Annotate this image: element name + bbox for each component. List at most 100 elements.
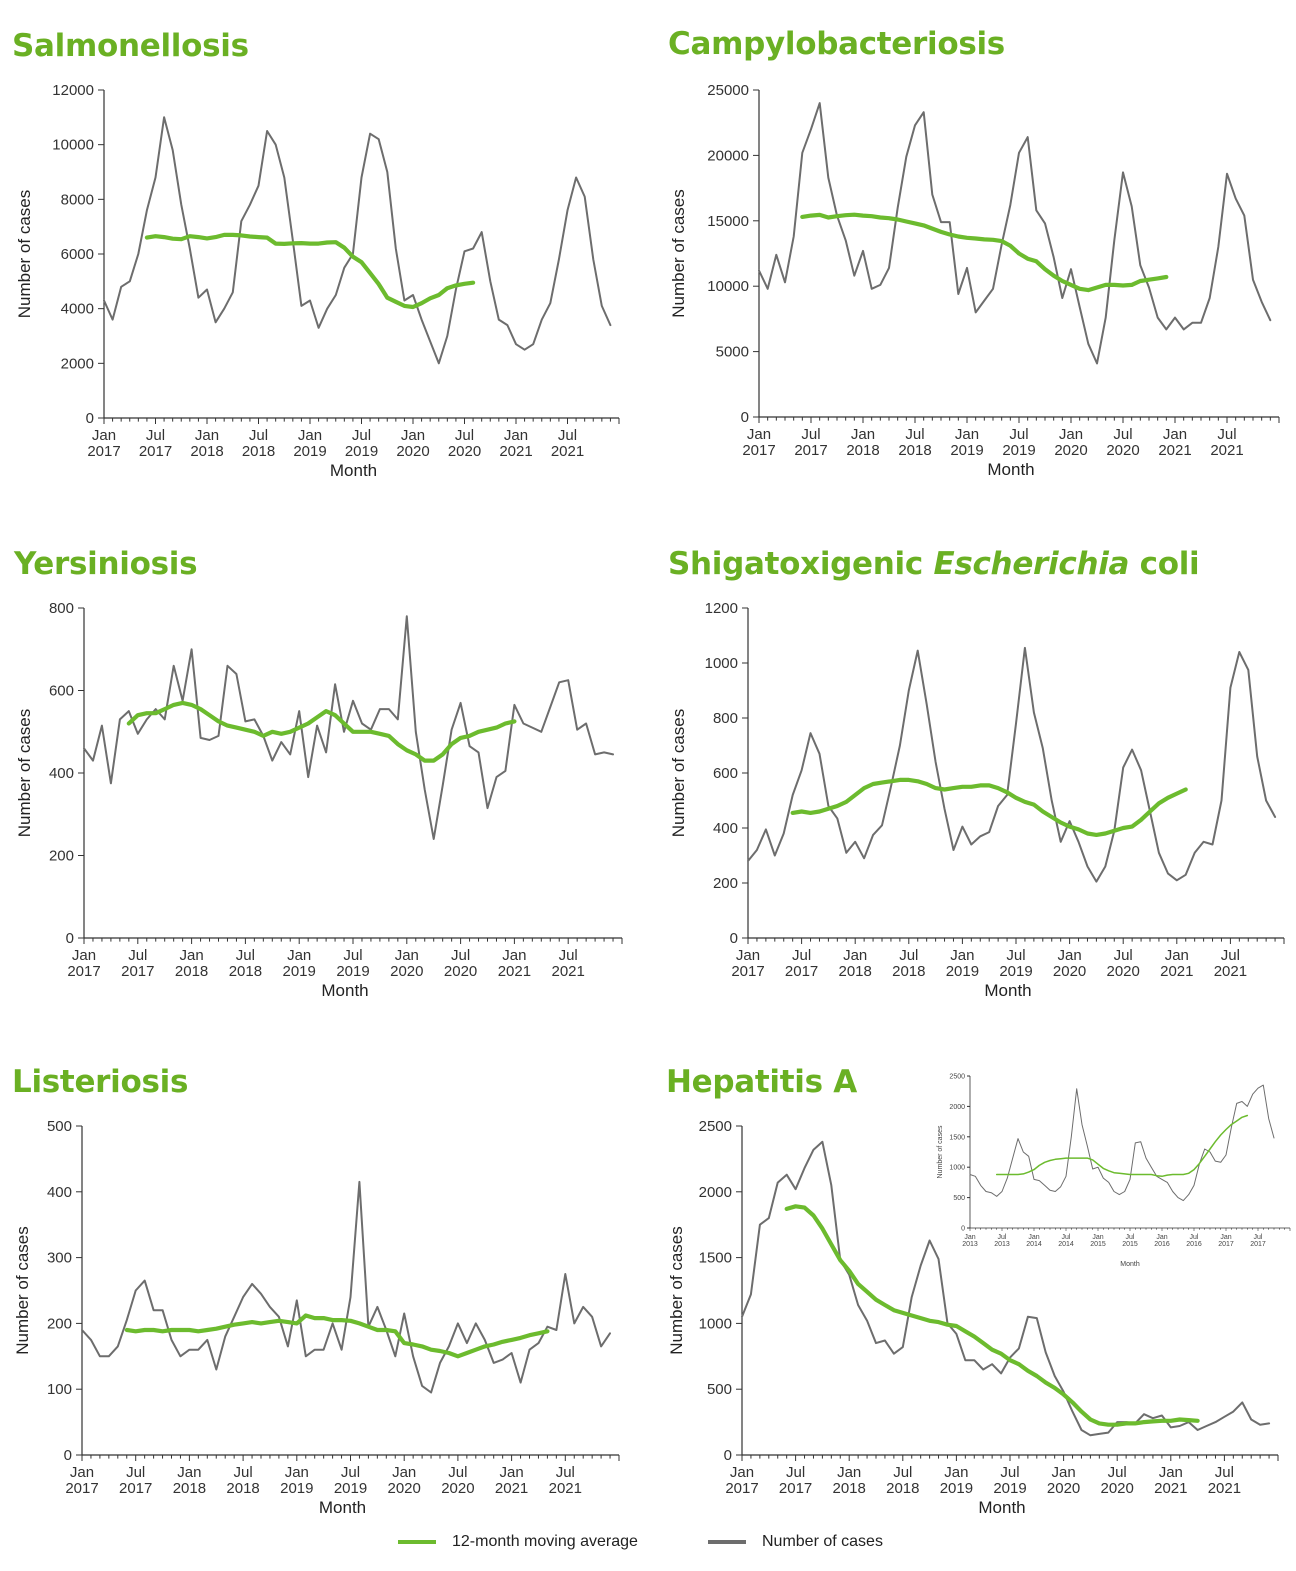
x-tick-month: Jan: [1156, 1234, 1167, 1241]
x-tick-month: Jan: [285, 1464, 309, 1481]
y-tick-label: 20000: [707, 147, 749, 164]
x-tick-month: Jul: [234, 1464, 253, 1481]
x-tick-year: 2021: [1154, 1480, 1187, 1497]
stec-plot: 020040060080010001200Jan2017Jul2017Jan20…: [669, 600, 1285, 1000]
x-tick-year: 2018: [898, 442, 931, 459]
x-tick-month: Jan: [1163, 426, 1187, 443]
campylobacteriosis-plot: 0500010000150002000025000Jan2017Jul2017J…: [669, 82, 1280, 479]
x-tick-month: Jul: [1000, 1464, 1019, 1481]
legend-moving-average-label: 12-month moving average: [452, 1533, 638, 1550]
y-axis-label: Number of cases: [669, 709, 688, 838]
y-tick-label: 500: [707, 1381, 732, 1398]
x-tick-month: Jan: [180, 947, 204, 964]
cases-line: [747, 646, 1277, 883]
x-tick-month: Jan: [1058, 947, 1082, 964]
x-tick-year: 2017: [121, 963, 154, 980]
x-tick-month: Jan: [1165, 947, 1189, 964]
x-tick-year: 2018: [190, 443, 223, 460]
hepatitis-a-plot: 05001000150020002500Jan2017Jul2017Jan201…: [667, 1118, 1279, 1517]
x-tick-month: Jan: [1159, 1464, 1183, 1481]
moving-average-line: [784, 1204, 1200, 1427]
y-tick-label: 400: [49, 765, 74, 782]
x-tick-year: 2019: [999, 963, 1032, 980]
x-tick-year: 2020: [444, 963, 477, 980]
x-tick-month: Jul: [1114, 947, 1133, 964]
chart-title: Listeriosis: [12, 1064, 189, 1100]
y-tick-label: 400: [713, 820, 738, 837]
y-tick-label: 2000: [949, 1104, 965, 1111]
y-tick-label: 1000: [699, 1315, 732, 1332]
y-axis-label: Number of cases: [15, 190, 34, 319]
x-tick-month: Jul: [558, 427, 577, 444]
x-tick-month: Jan: [504, 427, 528, 444]
x-tick-year: 2013: [994, 1241, 1010, 1248]
x-tick-month: Jul: [786, 1464, 805, 1481]
chart-title: Campylobacteriosis: [668, 26, 1005, 62]
x-tick-year: 2020: [390, 963, 423, 980]
x-tick-month: Jan: [1059, 426, 1083, 443]
chart-title: Hepatitis A: [666, 1064, 857, 1100]
x-tick-month: Jul: [792, 947, 811, 964]
y-tick-label: 12000: [52, 82, 94, 99]
x-tick-year: 2018: [229, 963, 262, 980]
cases-line: [758, 102, 1272, 365]
x-tick-year: 2016: [1154, 1241, 1170, 1248]
y-tick-label: 2500: [699, 1118, 732, 1135]
x-tick-month: Jul: [341, 1464, 360, 1481]
x-tick-month: Jan: [730, 1464, 754, 1481]
x-tick-year: 2020: [1107, 963, 1140, 980]
salmonellosis-plot: 020004000600080001000012000Jan2017Jul201…: [15, 82, 620, 480]
cases-line: [83, 615, 614, 840]
x-tick-month: Jul: [236, 947, 255, 964]
x-tick-year: 2019: [280, 1480, 313, 1497]
x-tick-year: 2018: [892, 963, 925, 980]
y-axis-label: Number of cases: [669, 189, 688, 318]
x-axis-label: Month: [984, 981, 1031, 1000]
x-tick-year: 2020: [1101, 1480, 1134, 1497]
y-tick-label: 200: [713, 875, 738, 892]
x-tick-year: 2021: [1158, 442, 1191, 459]
x-tick-year: 2018: [226, 1480, 259, 1497]
listeriosis-chart: Listeriosis 0 100 200 300 400 500 Jan 2017 Jul 20…: [12, 1064, 652, 1564]
x-tick-year: 2019: [1002, 442, 1035, 459]
x-tick-month: Jan: [1052, 1464, 1076, 1481]
x-tick-month: Jul: [998, 1234, 1007, 1241]
moving-average-line: [126, 700, 517, 763]
y-tick-label: 25000: [707, 82, 749, 99]
x-tick-year: 2014: [1058, 1241, 1074, 1248]
x-tick-year: 2015: [1122, 1241, 1138, 1248]
x-tick-month: Jan: [1028, 1234, 1039, 1241]
x-tick-year: 2017: [119, 1480, 152, 1497]
x-tick-year: 2019: [334, 1480, 367, 1497]
y-tick-label: 1000: [705, 655, 738, 672]
y-axis-label: Number of cases: [667, 1226, 686, 1355]
x-tick-month: Jan: [964, 1234, 975, 1241]
x-axis-label: Month: [330, 461, 377, 480]
x-tick-month: Jul: [448, 1464, 467, 1481]
moving-average-line: [995, 1114, 1249, 1178]
cases-line: [81, 1180, 611, 1394]
x-tick-year: 2017: [785, 963, 818, 980]
x-tick-month: Jul: [1062, 1234, 1071, 1241]
x-tick-year: 2018: [846, 442, 879, 459]
salmonellosis-chart: Salmonellosis 0 2000 4000 6000 8000 10000 1200…: [12, 28, 652, 528]
x-tick-year: 2016: [1186, 1241, 1202, 1248]
x-tick-year: 2020: [396, 443, 429, 460]
x-tick-month: Jul: [1006, 947, 1025, 964]
x-tick-year: 2017: [731, 963, 764, 980]
x-tick-month: Jul: [128, 947, 147, 964]
x-tick-month: Jan: [92, 427, 116, 444]
y-tick-label: 2000: [699, 1184, 732, 1201]
x-tick-month: Jan: [955, 426, 979, 443]
y-tick-label: 0: [741, 409, 749, 426]
x-tick-month: Jul: [556, 1464, 575, 1481]
x-tick-month: Jul: [1126, 1234, 1135, 1241]
x-tick-month: Jul: [1254, 1234, 1263, 1241]
chart-title: Salmonellosis: [12, 28, 249, 64]
legend-cases-label: Number of cases: [762, 1533, 883, 1550]
x-axis-label: Month: [978, 1498, 1025, 1517]
x-tick-month: Jul: [899, 947, 918, 964]
cases-line: [103, 116, 612, 365]
x-tick-year: 2013: [962, 1241, 978, 1248]
y-tick-label: 500: [953, 1195, 965, 1202]
